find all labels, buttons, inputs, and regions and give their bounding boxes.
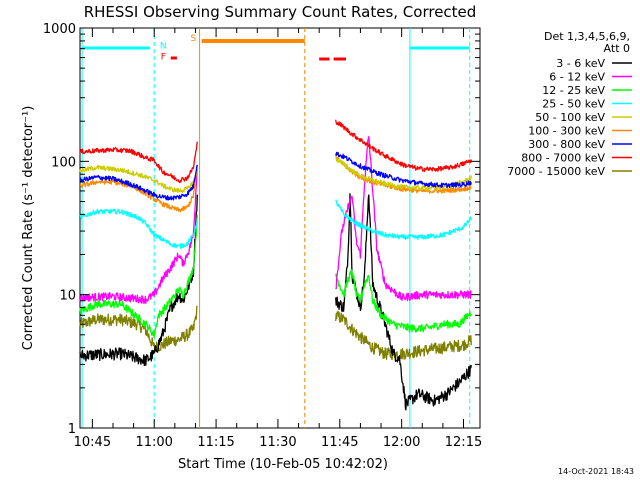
- annotations: NF S: [81, 28, 471, 428]
- x-axis: 10:45 11:00 11:15 11:30 11:45 12:00 12:15: [74, 28, 482, 450]
- legend-label: 7000 - 15000 keV: [507, 165, 605, 178]
- y-tick-label: 100: [51, 155, 76, 170]
- legend-label: 25 - 50 keV: [542, 98, 605, 111]
- series-line: [335, 155, 472, 194]
- legend-label: 100 - 300 keV: [528, 125, 605, 138]
- x-tick-label: 12:15: [445, 435, 482, 450]
- series-line: [335, 199, 472, 241]
- y-tick-label: 10: [59, 289, 76, 304]
- legend-label: 300 - 800 keV: [528, 138, 605, 151]
- annotation-label: F: [161, 53, 166, 63]
- plot-area: NF S 1 10 100 1000 10:45 11:00 11:15 11:30 11:45…: [43, 22, 482, 450]
- x-tick-label: 11:45: [321, 435, 358, 450]
- series-line: [335, 151, 472, 189]
- series-line: [335, 310, 472, 361]
- x-tick-label: 11:00: [135, 435, 172, 450]
- series-line: [79, 194, 198, 367]
- series-line: [335, 157, 472, 191]
- series-lines: [79, 119, 472, 411]
- series-line: [79, 208, 198, 249]
- legend-label: 3 - 6 keV: [556, 57, 605, 70]
- series-line: [79, 164, 198, 194]
- legend-header: Det 1,3,4,5,6,9,: [544, 30, 630, 43]
- y-tick-label: 1: [68, 422, 76, 437]
- annotation-label: N: [160, 42, 167, 52]
- series-line: [79, 169, 198, 304]
- legend-label: 12 - 25 keV: [542, 84, 605, 97]
- series-line: [79, 305, 198, 354]
- series-line: [335, 136, 472, 302]
- x-tick-label: 11:15: [197, 435, 234, 450]
- series-line: [335, 193, 472, 411]
- y-axis: 1 10 100 1000: [43, 22, 480, 437]
- timestamp: 14-Oct-2021 18:43: [558, 467, 634, 476]
- series-line: [335, 119, 472, 172]
- legend-label: 6 - 12 keV: [549, 71, 605, 84]
- x-tick-label: 10:45: [74, 435, 111, 450]
- legend-label: 50 - 100 keV: [535, 111, 605, 124]
- x-tick-label: 11:30: [259, 435, 296, 450]
- legend-label: 800 - 7000 keV: [521, 152, 605, 165]
- chart-title: RHESSI Observing Summary Count Rates, Co…: [84, 3, 477, 21]
- series-line: [79, 141, 198, 184]
- legend-header-att: Att 0: [604, 42, 630, 55]
- plot-frame: [79, 27, 481, 429]
- y-axis-label: Corrected Count Rate (s⁻¹ detector⁻¹): [21, 106, 36, 351]
- x-axis-label: Start Time (10-Feb-05 10:42:02): [178, 457, 388, 472]
- y-tick-label: 1000: [43, 22, 76, 37]
- series-line: [79, 214, 198, 339]
- annotation-label: S: [191, 34, 197, 44]
- series-line: [335, 269, 472, 333]
- series-line: [79, 164, 198, 201]
- x-tick-label: 12:00: [383, 435, 420, 450]
